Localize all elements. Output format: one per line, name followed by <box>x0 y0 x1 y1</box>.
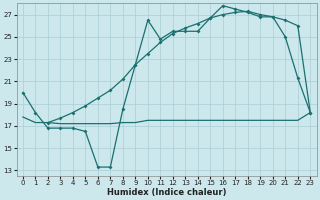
X-axis label: Humidex (Indice chaleur): Humidex (Indice chaleur) <box>107 188 226 197</box>
